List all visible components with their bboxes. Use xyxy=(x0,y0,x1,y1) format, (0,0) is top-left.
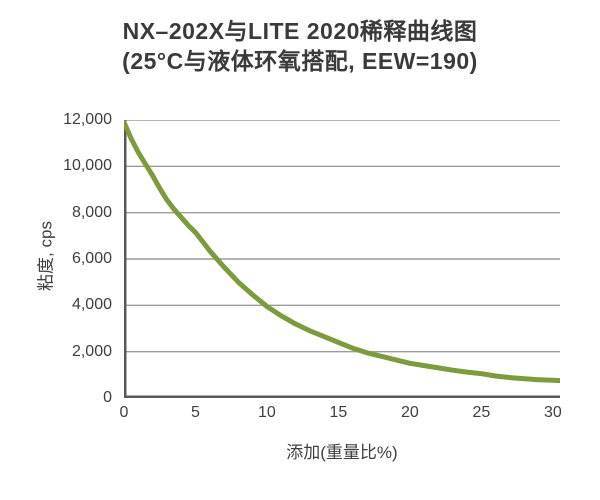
x-tick-label-15: 15 xyxy=(329,404,348,421)
x-tick-label-5: 5 xyxy=(191,404,200,421)
y-tick-label-6,000: 6,000 xyxy=(71,250,112,267)
y-tick-label-0: 0 xyxy=(103,389,112,406)
dilution-curve-plot xyxy=(124,120,560,398)
chart-title-line2: (25°C与液体环氧搭配, EEW=190) xyxy=(122,48,478,74)
chart-title: NX–202X与LITE 2020稀释曲线图 (25°C与液体环氧搭配, EEW… xyxy=(0,16,600,76)
axis-lines xyxy=(124,120,560,398)
chart-title-line1: NX–202X与LITE 2020稀释曲线图 xyxy=(122,18,478,44)
y-tick-label-12,000: 12,000 xyxy=(63,111,112,128)
y-tick-label-8,000: 8,000 xyxy=(71,203,112,221)
y-tick-label-2,000: 2,000 xyxy=(71,342,112,360)
x-tick-label-20: 20 xyxy=(400,404,419,421)
plot-area xyxy=(124,120,560,398)
x-tick-label-30: 30 xyxy=(543,404,562,421)
y-tick-label-10,000: 10,000 xyxy=(63,157,112,175)
x-tick-label-10: 10 xyxy=(258,404,276,421)
x-axis-title: 添加(重量比%) xyxy=(286,443,398,462)
y-tick-label-4,000: 4,000 xyxy=(71,296,112,314)
x-tick-label-0: 0 xyxy=(119,404,129,421)
series-curve xyxy=(124,120,560,384)
x-tick-label-25: 25 xyxy=(472,404,491,421)
